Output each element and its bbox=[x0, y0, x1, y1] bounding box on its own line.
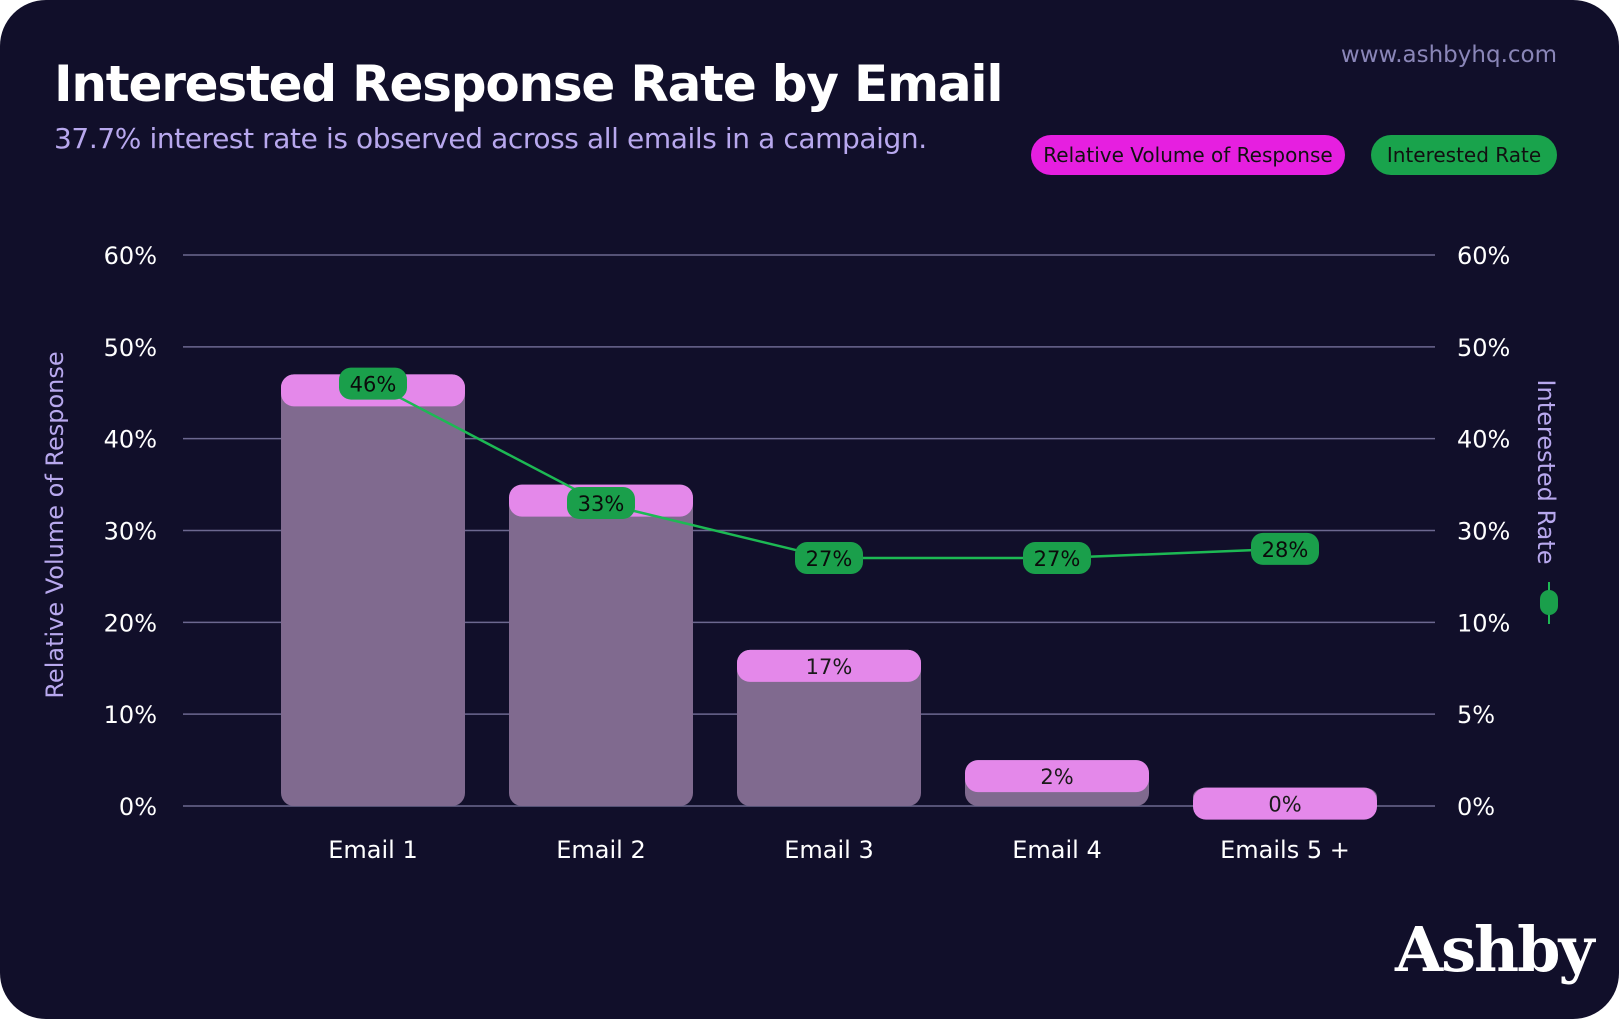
right-tick-label: 50% bbox=[1457, 334, 1510, 362]
point-value-label: 33% bbox=[578, 492, 625, 516]
left-tick-label: 60% bbox=[104, 242, 157, 270]
ashby-logo: Ashby bbox=[1395, 913, 1594, 986]
bar-label-tab bbox=[1193, 787, 1377, 820]
left-tick-label: 10% bbox=[104, 701, 157, 729]
bar-label-tab bbox=[737, 649, 921, 682]
right-tick-label: 40% bbox=[1457, 426, 1510, 454]
bar-value-label: 17% bbox=[806, 655, 853, 679]
legend-interested-rate: Interested Rate bbox=[1371, 135, 1557, 175]
bar bbox=[737, 649, 921, 806]
left-tick-label: 20% bbox=[104, 609, 157, 637]
category-label: Emails 5 + bbox=[1220, 836, 1350, 864]
point-label-pill bbox=[567, 486, 635, 519]
left-tick-label: 50% bbox=[104, 334, 157, 362]
right-tick-label: 10% bbox=[1457, 609, 1510, 637]
point-label-pill bbox=[1023, 542, 1091, 575]
bar-value-label: 0% bbox=[1268, 793, 1301, 817]
point-value-label: 27% bbox=[806, 547, 853, 571]
left-tick-label: 0% bbox=[119, 793, 157, 821]
legend-volume: Relative Volume of Response bbox=[1031, 135, 1345, 175]
bar-value-label: 2% bbox=[1040, 765, 1073, 789]
right-tick-label: 5% bbox=[1457, 701, 1495, 729]
point-label-pill bbox=[795, 542, 863, 575]
category-label: Email 3 bbox=[784, 836, 873, 864]
category-label: Email 4 bbox=[1012, 836, 1101, 864]
point-label-pill bbox=[339, 367, 407, 400]
bar-label-tab bbox=[965, 760, 1149, 793]
point-label-pill bbox=[1251, 532, 1319, 565]
right-axis-title: Interested Rate bbox=[1532, 379, 1560, 564]
left-tick-label: 40% bbox=[104, 426, 157, 454]
left-axis-title: Relative Volume of Response bbox=[41, 351, 69, 698]
bar bbox=[281, 374, 465, 806]
category-label: Email 1 bbox=[328, 836, 417, 864]
left-tick-label: 30% bbox=[104, 518, 157, 546]
right-tick-label: 0% bbox=[1457, 793, 1495, 821]
right-tick-label: 30% bbox=[1457, 518, 1510, 546]
point-value-label: 28% bbox=[1262, 538, 1309, 562]
bar bbox=[509, 484, 693, 806]
category-label: Email 2 bbox=[556, 836, 645, 864]
series-marker-icon bbox=[1540, 590, 1558, 615]
right-tick-label: 60% bbox=[1457, 242, 1510, 270]
chart-subtitle: 37.7% interest rate is observed across a… bbox=[54, 122, 927, 155]
website-url: www.ashbyhq.com bbox=[1340, 42, 1557, 68]
chart-title: Interested Response Rate by Email bbox=[54, 55, 1003, 113]
point-value-label: 46% bbox=[350, 373, 397, 397]
point-value-label: 27% bbox=[1034, 547, 1081, 571]
